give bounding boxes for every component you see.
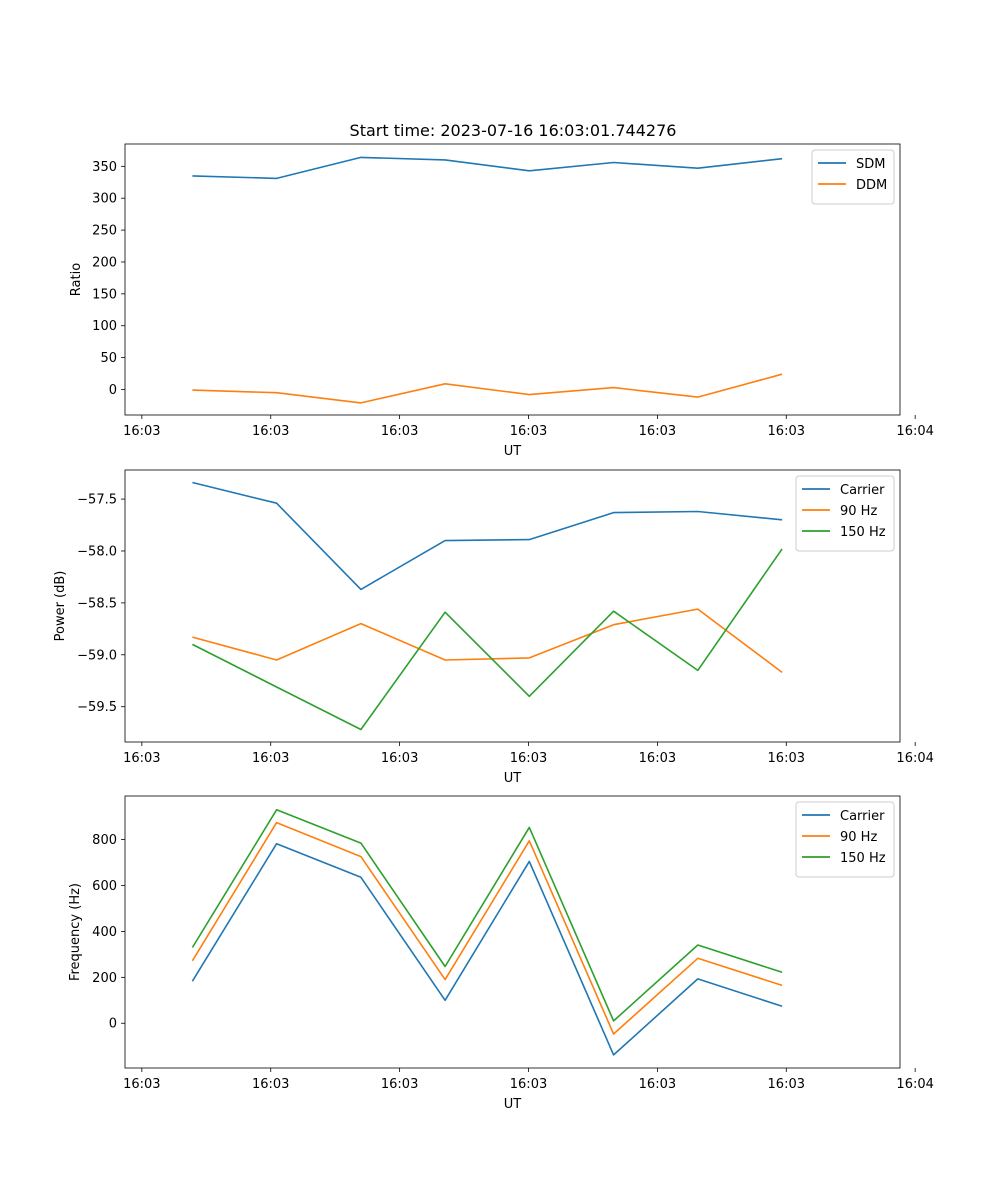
y-tick-label: 200 [92,971,117,986]
x-tick-label: 16:04 [896,424,933,439]
y-axis-label: Ratio [69,263,84,296]
x-tick-label: 16:03 [381,1077,418,1092]
legend: SDM DDM [811,149,895,205]
x-tick-label: 16:03 [381,751,418,766]
x-tick-label: 16:03 [381,424,418,439]
x-tick-label: 16:03 [768,1077,805,1092]
y-tick-label: 250 [92,224,117,239]
y-tick-label: 400 [92,925,117,940]
x-tick-label: 16:03 [510,424,547,439]
y-tick-label: 100 [92,319,117,334]
y-tick-label: 300 [92,192,117,207]
y-tick-label: −59.0 [77,648,117,663]
legend: Carrier 90 Hz 150 Hz [795,801,895,878]
x-tick-label: 16:03 [639,751,676,766]
y-tick-label: −57.5 [77,493,117,508]
y-tick-label: −58.0 [77,544,117,559]
legend-box [795,801,895,878]
series-line-ddm [192,373,783,404]
x-tick-label: 16:03 [252,1077,289,1092]
y-tick-label: 350 [92,160,117,175]
series-line-carrier [191,842,783,1056]
legend-label: 150 Hz [840,525,886,540]
y-tick-label: 0 [109,1017,117,1032]
x-tick-label: 16:03 [510,1077,547,1092]
chart-panel-3: 16:03 16:03 16:03 16:03 16:03 16:03 16:04 0 200 4… [68,795,934,1112]
series-line-150-hz [192,548,783,731]
legend-label: 90 Hz [840,504,877,519]
series-line-carrier [192,481,783,591]
y-tick-label: 200 [92,255,117,270]
chart-panel-2: 16:03 16:03 16:03 16:03 16:03 16:03 16:04 −59.5… [53,469,934,786]
legend-label: DDM [856,178,887,193]
x-tick-label: 16:03 [639,1077,676,1092]
x-tick-label: 16:03 [768,424,805,439]
y-tick-label: −59.5 [77,700,117,715]
legend-label: SDM [856,157,885,172]
x-axis-label: UT [504,1097,522,1112]
y-tick-label: 50 [100,351,117,366]
x-tick-label: 16:03 [252,751,289,766]
y-tick-label: −58.5 [77,596,117,611]
x-tick-label: 16:03 [510,751,547,766]
x-tick-label: 16:03 [123,751,160,766]
x-axis-label: UT [504,771,522,786]
x-tick-label: 16:04 [896,1077,933,1092]
y-tick-label: 600 [92,879,117,894]
y-tick-label: 0 [109,383,117,398]
x-tick-label: 16:03 [768,751,805,766]
y-axis-label: Frequency (Hz) [68,883,83,981]
x-tick-label: 16:03 [252,424,289,439]
chart-panel-1: 16:03 16:03 16:03 16:03 16:03 16:03 16:04 0 50 10… [69,143,934,459]
x-tick-label: 16:04 [896,751,933,766]
legend-label: Carrier [840,483,885,498]
plot-frame [124,143,901,416]
y-axis-label: Power (dB) [53,571,68,642]
x-axis-label: UT [504,444,522,459]
series-line-90-hz [191,821,783,1035]
y-tick-label: 150 [92,287,117,302]
legend-box [795,475,895,552]
legend-label: Carrier [840,809,885,824]
series-line-sdm [192,156,783,180]
legend: Carrier 90 Hz 150 Hz [795,475,895,552]
legend-label: 150 Hz [840,851,886,866]
plot-frame [124,795,901,1069]
x-tick-label: 16:03 [639,424,676,439]
legend-label: 90 Hz [840,830,877,845]
x-tick-label: 16:03 [123,424,160,439]
plot-frame [124,469,901,743]
series-line-150-hz [191,808,783,1022]
x-tick-label: 16:03 [123,1077,160,1092]
figure-title: Start time: 2023-07-16 16:03:01.744276 [350,121,677,140]
series-line-90-hz [192,608,783,674]
y-tick-label: 800 [92,833,117,848]
